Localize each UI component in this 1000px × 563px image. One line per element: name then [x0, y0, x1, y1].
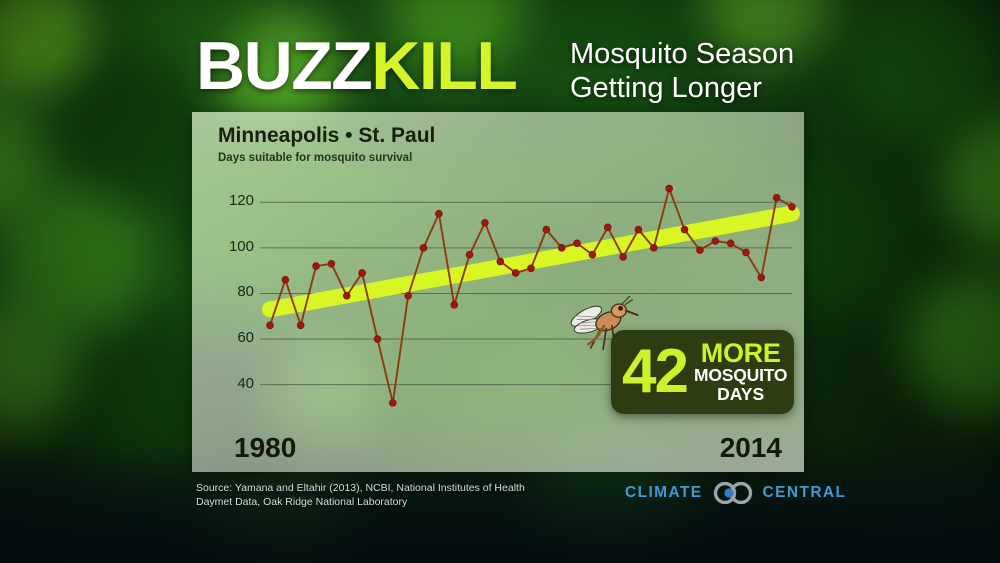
subheadline-line2: Getting Longer	[570, 71, 762, 104]
page-title: BUZZKILL	[196, 32, 518, 100]
stat-mosquito-label: MOSQUITO	[693, 365, 788, 386]
data-points	[266, 184, 796, 407]
subheadline-line1: Mosquito Season	[570, 38, 795, 70]
climate-central-logo: CLIMATE CENTRAL	[625, 482, 846, 504]
chart-title: Minneapolis • St. Paul	[218, 124, 436, 147]
logo-text-climate: CLIMATE	[625, 484, 703, 501]
stat-badge: 42 MORE MOSQUITO DAYS	[611, 330, 794, 414]
source-note: Source: Yamana and Eltahir (2013), NCBI,…	[196, 481, 525, 510]
stat-more-label: MORE	[700, 337, 781, 368]
source-line-2: Daymet Data, Oak Ridge National Laborato…	[196, 496, 408, 509]
stat-number: 42	[622, 337, 689, 406]
headline: BUZZKILL	[196, 32, 518, 100]
y-axis-tick-40: 40	[237, 374, 254, 392]
chart-panel: Minneapolis • St. Paul Days suitable for…	[192, 112, 804, 472]
interlocking-circles-icon	[713, 482, 752, 504]
stat-days-label: DAYS	[717, 383, 765, 404]
title-word-kill: KILL	[371, 28, 518, 104]
mosquito-icon	[570, 296, 639, 351]
stat-caption: MORE MOSQUITO DAYS	[693, 337, 788, 404]
title-word-buzz: BUZZ	[196, 28, 373, 104]
y-axis-tick-80: 80	[237, 283, 254, 301]
trend-line	[262, 205, 800, 318]
logo-text-central: CENTRAL	[762, 484, 847, 501]
y-axis-tick-120: 120	[228, 192, 254, 210]
x-axis-start-label: 1980	[234, 432, 297, 463]
chart-subtitle: Days suitable for mosquito survival	[218, 152, 413, 164]
y-axis-tick-60: 60	[237, 329, 254, 347]
line-chart	[260, 184, 800, 407]
source-line-1: Source: Yamana and Eltahir (2013), NCBI,…	[196, 482, 525, 494]
x-axis-end-label: 2014	[719, 432, 782, 463]
y-axis-tick-100: 100	[228, 237, 254, 255]
subheadline: Mosquito Season Getting Longer	[570, 38, 794, 105]
